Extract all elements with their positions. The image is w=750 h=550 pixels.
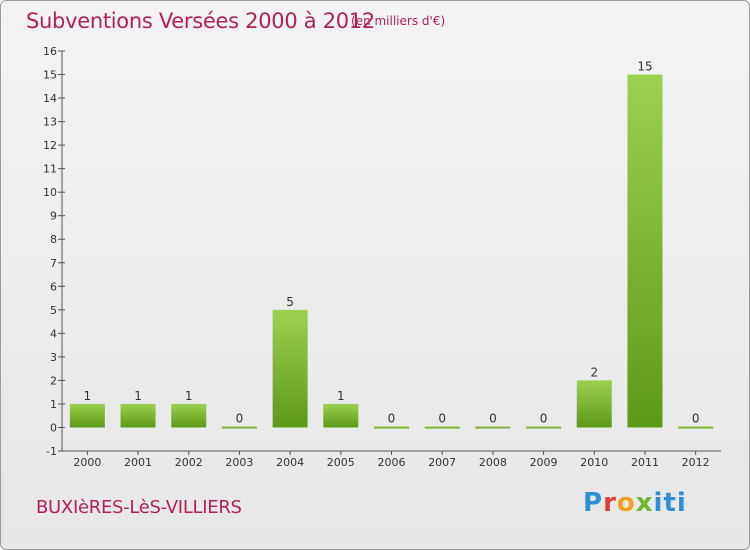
bar — [526, 426, 562, 429]
data-label: 5 — [286, 295, 294, 309]
chart-subtitle: (en milliers d'€) — [351, 14, 446, 28]
bar — [678, 426, 714, 429]
x-tick-label: 2000 — [73, 456, 101, 469]
data-label: 0 — [388, 411, 396, 425]
y-tick-label: 4 — [50, 327, 57, 340]
x-tick-label: 2004 — [276, 456, 304, 469]
y-tick-label: 8 — [50, 233, 57, 246]
proxiti-logo[interactable]: Proxiti — [583, 488, 687, 518]
data-label: 0 — [540, 411, 548, 425]
logo-letter: r — [603, 488, 617, 518]
bar — [120, 403, 156, 428]
y-tick-label: -1 — [46, 445, 57, 458]
bar — [171, 403, 207, 428]
data-label: 0 — [489, 411, 497, 425]
x-tick-label: 2001 — [124, 456, 152, 469]
data-label: 2 — [590, 365, 598, 379]
x-tick-label: 2012 — [682, 456, 710, 469]
y-tick-label: 5 — [50, 304, 57, 317]
y-tick-label: 2 — [50, 374, 57, 387]
x-tick-label: 2002 — [175, 456, 203, 469]
y-tick-label: 16 — [43, 45, 57, 58]
x-tick-label: 2010 — [580, 456, 608, 469]
y-tick-label: 1 — [50, 398, 57, 411]
y-tick-label: 12 — [43, 139, 57, 152]
data-label: 1 — [337, 389, 345, 403]
logo-letter: o — [616, 488, 636, 518]
bar — [374, 426, 409, 429]
data-label: 0 — [438, 411, 446, 425]
commune-name: BUXIèRES-LèS-VILLIERS — [36, 497, 242, 518]
x-tick-label: 2011 — [631, 456, 659, 469]
bar — [272, 309, 308, 428]
data-label: 1 — [185, 389, 193, 403]
y-tick-label: 7 — [50, 257, 57, 270]
data-label: 1 — [84, 389, 92, 403]
y-tick-label: 3 — [50, 351, 57, 364]
x-tick-label: 2008 — [479, 456, 507, 469]
bar — [323, 403, 359, 428]
y-tick-label: 11 — [43, 163, 57, 176]
logo-letter: P — [583, 488, 604, 518]
chart-title: Subventions Versées 2000 à 2012 — [26, 9, 375, 33]
bar — [424, 426, 460, 429]
x-tick-label: 2003 — [225, 456, 253, 469]
y-tick-label: 9 — [50, 210, 57, 223]
bar — [576, 380, 612, 428]
y-tick-label: 14 — [43, 92, 57, 105]
bar — [69, 403, 105, 428]
bar — [627, 74, 663, 428]
bar — [221, 426, 257, 429]
y-tick-label: 6 — [50, 280, 57, 293]
x-tick-label: 2007 — [428, 456, 456, 469]
x-tick-label: 2009 — [530, 456, 558, 469]
x-tick-label: 2005 — [327, 456, 355, 469]
data-label: 0 — [236, 411, 244, 425]
y-tick-label: 10 — [43, 186, 57, 199]
y-tick-label: 15 — [43, 69, 57, 82]
bar — [475, 426, 511, 429]
data-label: 1 — [134, 389, 142, 403]
y-tick-label: 13 — [43, 116, 57, 129]
logo-letter: iti — [653, 488, 687, 518]
data-label: 15 — [637, 60, 652, 74]
data-label: 0 — [692, 411, 700, 425]
x-tick-label: 2006 — [378, 456, 406, 469]
logo-letter: x — [635, 488, 654, 518]
y-tick-label: 0 — [50, 421, 57, 434]
